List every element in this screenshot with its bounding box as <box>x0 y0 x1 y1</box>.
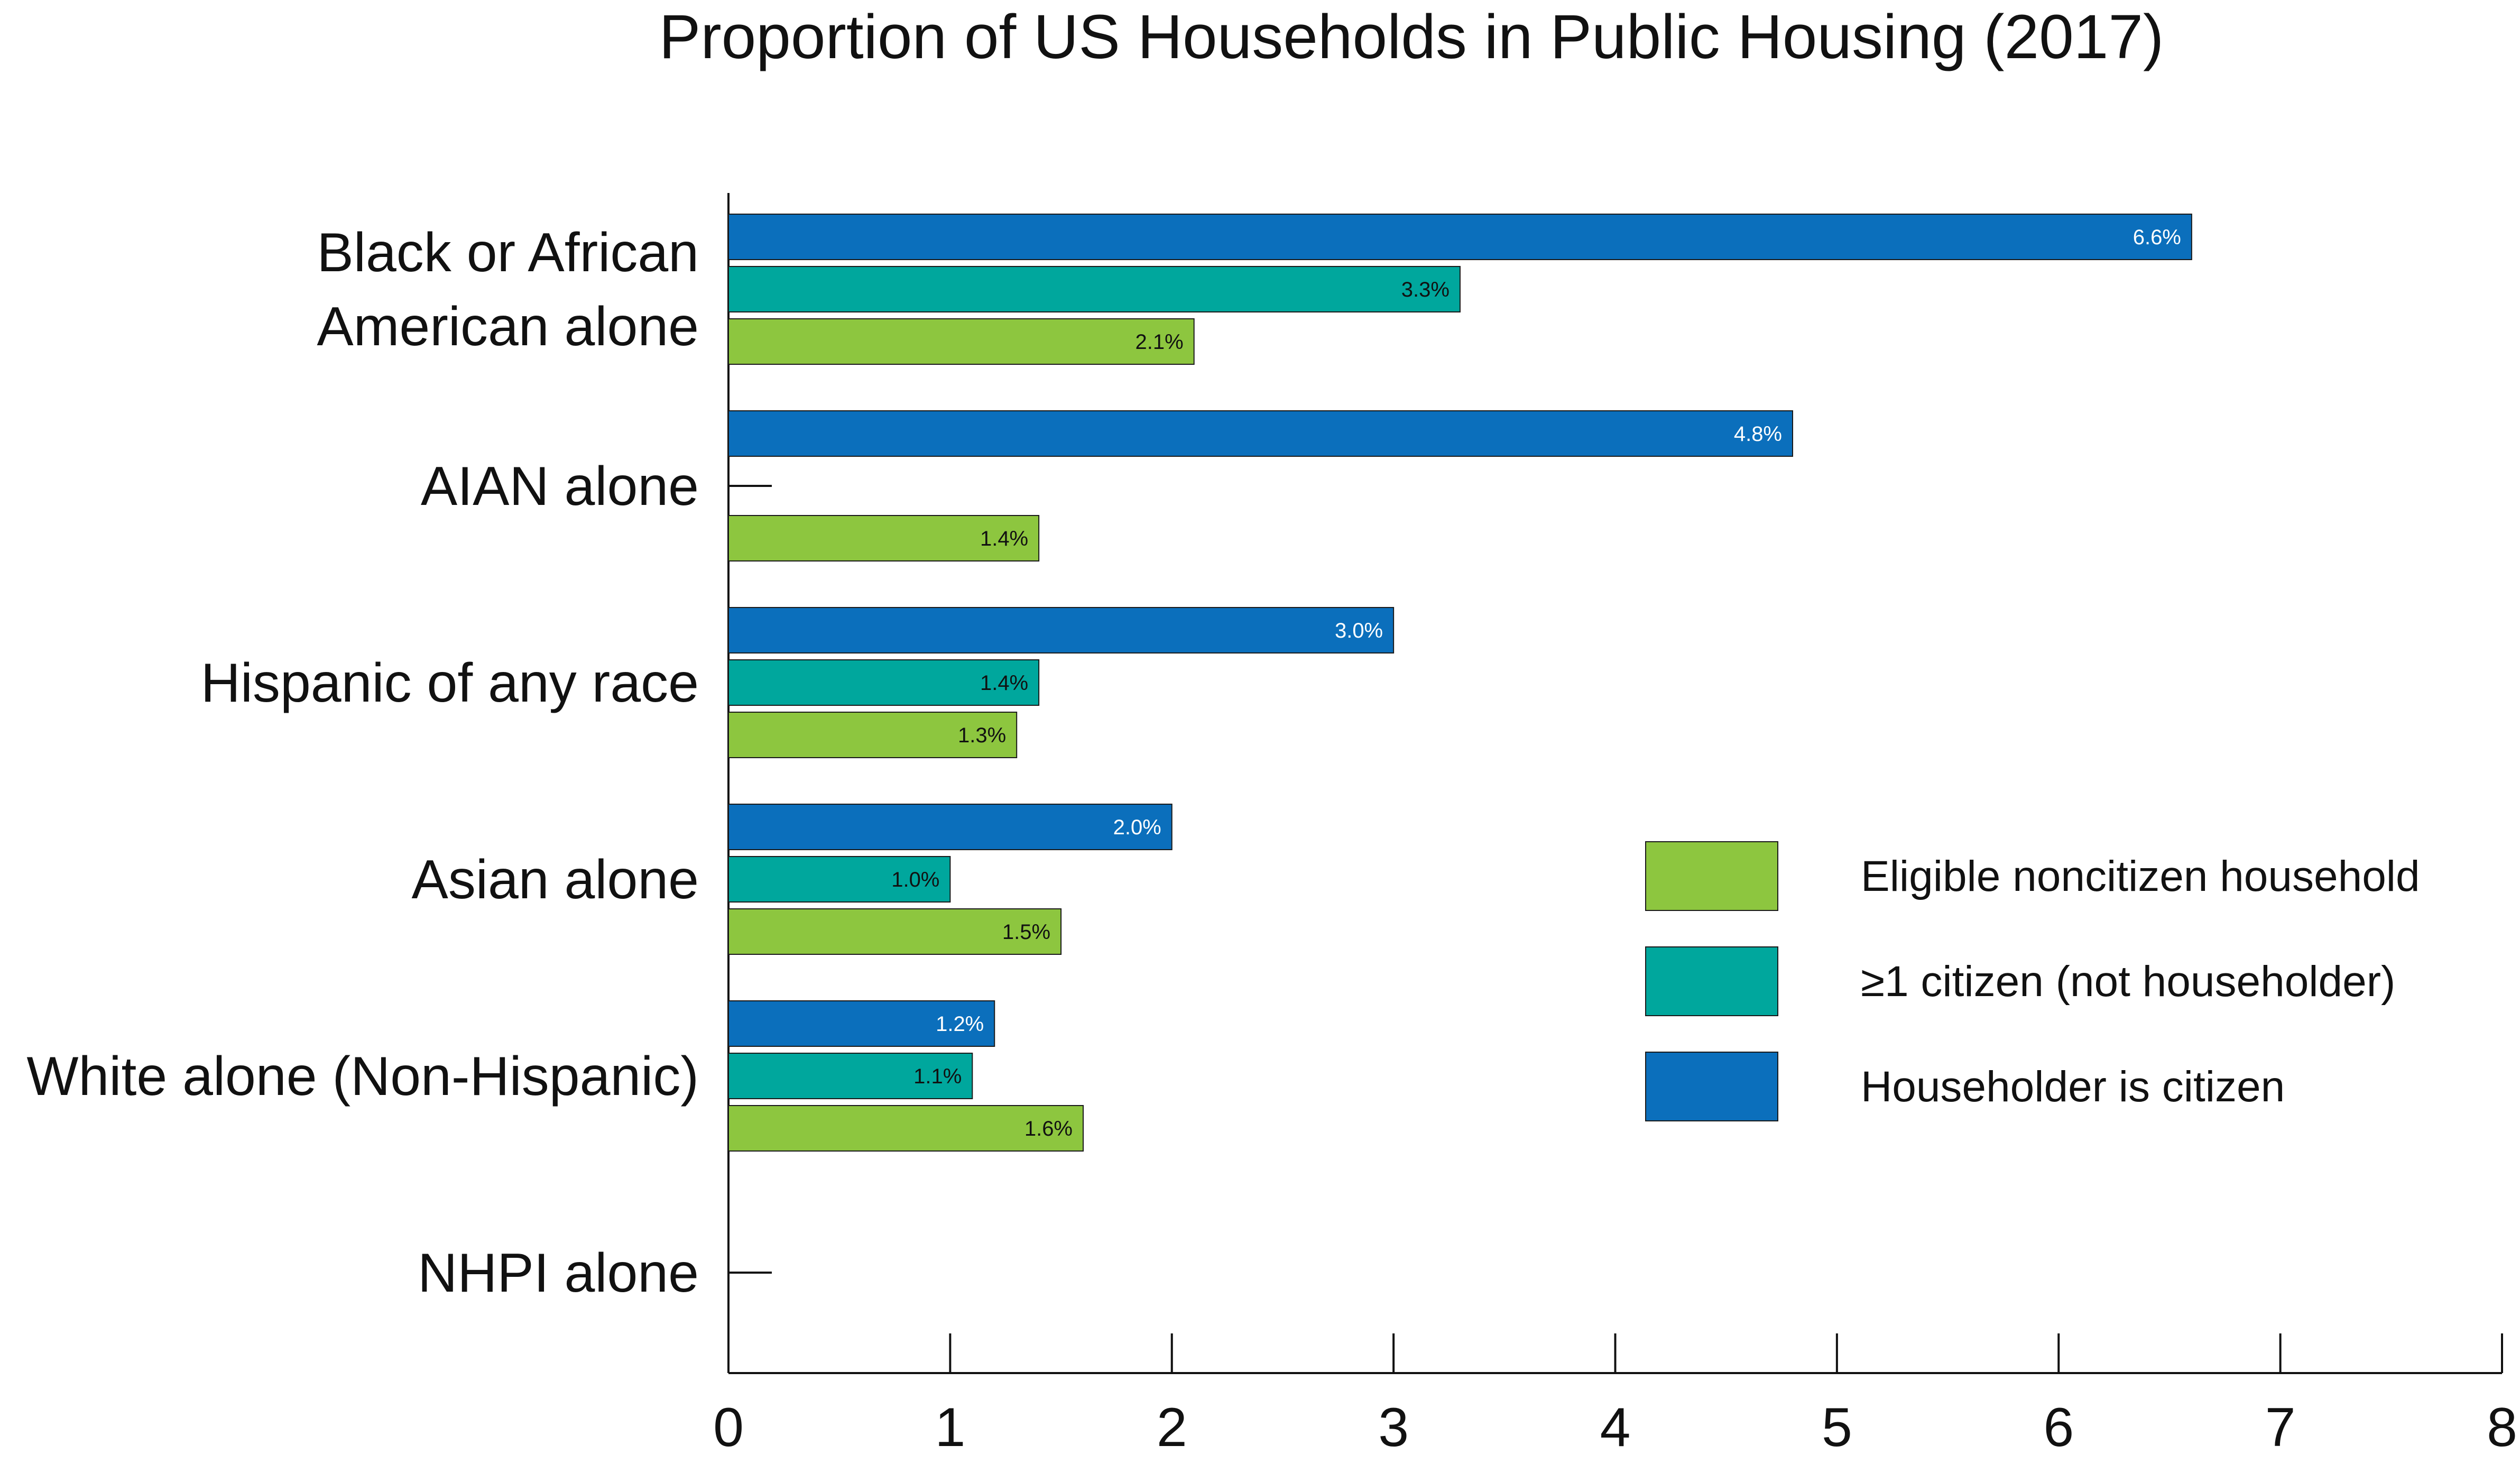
category-label: White alone (Non-Hispanic) <box>26 1046 699 1107</box>
category-label: Black or African <box>317 222 699 283</box>
bar-eligible-noncitizen-household <box>728 908 1062 955</box>
bar-data-label: 1.5% <box>1002 920 1050 944</box>
bar-data-label: 1.3% <box>958 724 1006 747</box>
category-label: Hispanic of any race <box>201 652 699 714</box>
x-tick-label: 5 <box>1822 1397 1852 1458</box>
legend-swatch <box>1645 1052 1778 1121</box>
bar-householder-is-citizen <box>728 1000 995 1047</box>
x-tick-label: 0 <box>713 1397 744 1458</box>
x-tick-label: 1 <box>935 1397 965 1458</box>
bar--1-citizen-not-householder- <box>728 266 1461 312</box>
x-tick-label: 6 <box>2043 1397 2074 1458</box>
bar--1-citizen-not-householder- <box>728 1053 973 1099</box>
bar-data-label: 2.1% <box>1136 330 1184 354</box>
bar-data-label: 3.3% <box>1401 278 1450 301</box>
bar-householder-is-citizen <box>728 804 1173 850</box>
bar-data-label: 1.1% <box>913 1065 962 1088</box>
bar-data-label: 1.4% <box>980 671 1028 695</box>
bar-data-label: 1.0% <box>891 868 939 891</box>
bar-data-label: 1.2% <box>936 1012 984 1036</box>
category-label: Asian alone <box>411 849 699 910</box>
legend-label: ≥1 citizen (not householder) <box>1861 958 2395 1006</box>
x-tick-label: 2 <box>1157 1397 1187 1458</box>
bar-eligible-noncitizen-household <box>728 712 1018 758</box>
category-label: NHPI alone <box>418 1242 699 1304</box>
legend-swatch <box>1645 946 1778 1016</box>
bar-householder-is-citizen <box>728 214 2192 260</box>
legend-label: Householder is citizen <box>1861 1063 2285 1111</box>
bar-eligible-noncitizen-household <box>728 1105 1084 1152</box>
bar-eligible-noncitizen-household <box>728 515 1040 561</box>
x-tick-label: 3 <box>1378 1397 1409 1458</box>
chart-title: Proportion of US Households in Public Ho… <box>659 2 2164 72</box>
category-label: AIAN alone <box>421 456 699 517</box>
bar--1-citizen-not-householder- <box>728 659 1040 706</box>
bar-data-label: 1.6% <box>1024 1117 1073 1140</box>
bar-householder-is-citizen <box>728 410 1793 457</box>
bar-data-label: 1.4% <box>980 527 1028 550</box>
bar-data-label: 6.6% <box>2133 226 2181 249</box>
legend-label: Eligible noncitizen household <box>1861 852 2420 900</box>
bar-data-label: 2.0% <box>1113 816 1161 839</box>
category-label: American alone <box>317 296 699 357</box>
bar-data-label: 3.0% <box>1335 619 1383 642</box>
legend-swatch <box>1645 841 1778 911</box>
x-tick-label: 8 <box>2487 1397 2517 1458</box>
bar-householder-is-citizen <box>728 607 1395 653</box>
bar-eligible-noncitizen-household <box>728 318 1195 365</box>
bar-data-label: 4.8% <box>1734 422 1782 446</box>
x-tick-label: 7 <box>2265 1397 2296 1458</box>
x-tick-label: 4 <box>1600 1397 1631 1458</box>
bar--1-citizen-not-householder- <box>728 856 951 903</box>
